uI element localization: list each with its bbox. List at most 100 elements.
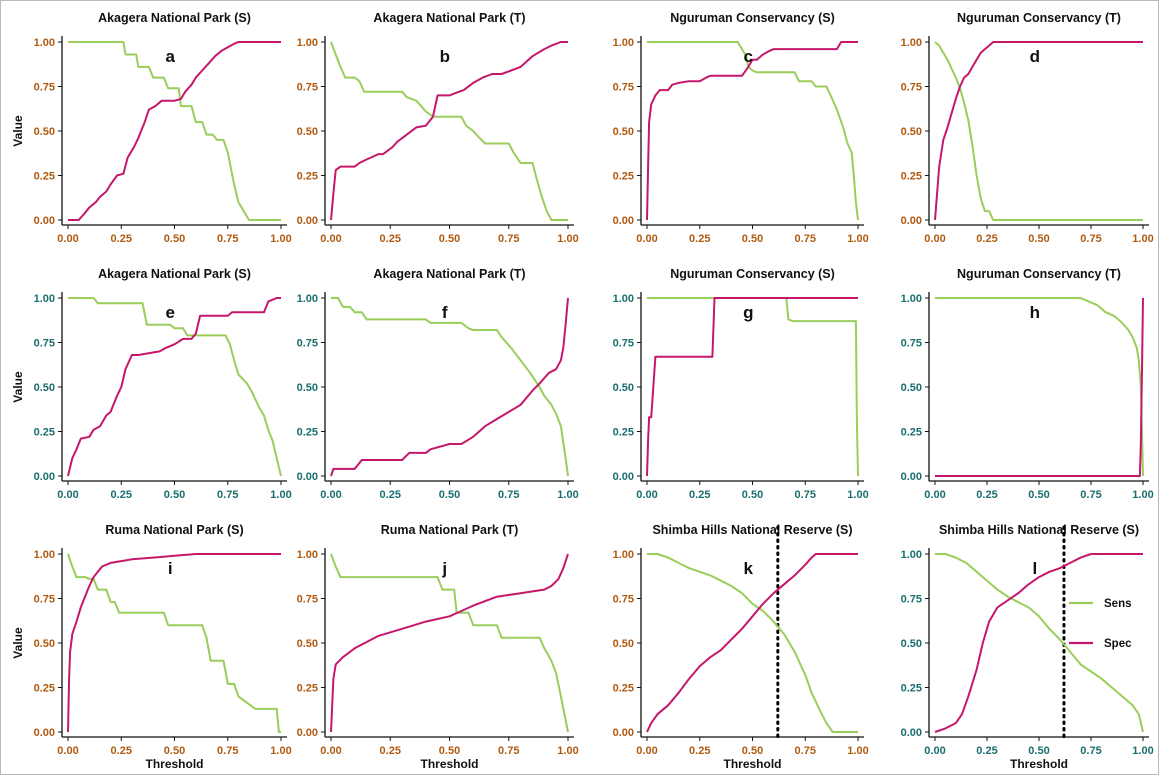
y-tick-label: 0.00 [34, 471, 55, 483]
panel-letter: j [441, 559, 447, 578]
x-tick-label: 1.00 [557, 233, 578, 245]
x-tick-label: 0.75 [498, 233, 519, 245]
series-sens-line [67, 553, 281, 733]
x-tick-label: 0.00 [320, 233, 341, 245]
x-tick-label: 0.25 [380, 489, 401, 501]
y-tick-label: 0.50 [613, 126, 634, 138]
x-tick-label: 0.75 [1080, 745, 1101, 757]
series-spec-line [646, 41, 858, 221]
x-tick-label: 1.00 [847, 745, 868, 757]
series-spec-line [646, 553, 858, 733]
y-tick-label: 0.50 [34, 126, 55, 138]
y-tick-label: 0.75 [34, 82, 55, 94]
panel-title: Nguruman Conservancy (S) [670, 11, 835, 25]
y-tick-label: 1.00 [613, 37, 634, 49]
y-tick-label: 0.50 [297, 382, 318, 394]
y-tick-label: 0.00 [34, 727, 55, 739]
y-tick-label: 0.50 [901, 126, 922, 138]
x-tick-label: 0.75 [795, 489, 816, 501]
panel-letter: i [168, 559, 173, 578]
y-tick-label: 0.50 [613, 382, 634, 394]
panel-letter: c [744, 47, 753, 66]
panel-letter: l [1032, 559, 1037, 578]
x-tick-label: 1.00 [847, 489, 868, 501]
x-tick-label: 0.25 [380, 745, 401, 757]
y-tick-label: 0.00 [613, 471, 634, 483]
y-tick-label: 1.00 [901, 549, 922, 561]
x-tick-label: 0.50 [164, 745, 185, 757]
panel-letter: d [1030, 47, 1040, 66]
y-tick-label: 0.50 [34, 638, 55, 650]
series-spec-line [330, 41, 568, 221]
y-tick-label: 0.00 [613, 215, 634, 227]
x-tick-label: 0.00 [924, 233, 945, 245]
panel-b: Akagera National Park (T) 0.00 0.25 0.50 0.7… [297, 11, 579, 245]
x-tick-label: 0.75 [217, 745, 238, 757]
x-tick-label: 0.50 [439, 745, 460, 757]
x-tick-label: 0.75 [498, 489, 519, 501]
x-tick-label: 0.50 [164, 233, 185, 245]
y-tick-label: 0.75 [297, 594, 318, 606]
x-tick-label: 0.75 [795, 745, 816, 757]
y-tick-label: 1.00 [613, 549, 634, 561]
y-tick-label: 0.25 [613, 427, 634, 439]
y-tick-label: 0.50 [297, 126, 318, 138]
y-tick-label: 0.00 [297, 727, 318, 739]
y-tick-label: 0.25 [297, 171, 318, 183]
panel-title: Akagera National Park (T) [373, 11, 525, 25]
x-axis-label: Threshold [723, 757, 781, 771]
panel-title: Nguruman Conservancy (T) [957, 11, 1121, 25]
y-tick-label: 0.25 [34, 683, 55, 695]
panel-letter: e [166, 303, 175, 322]
y-tick-label: 1.00 [34, 37, 55, 49]
x-tick-label: 1.00 [270, 489, 291, 501]
series-sens-line [934, 41, 1143, 221]
x-tick-label: 0.50 [439, 489, 460, 501]
series-sens-line [330, 553, 569, 733]
x-tick-label: 0.75 [217, 489, 238, 501]
y-tick-label: 0.75 [901, 594, 922, 606]
series-spec-line [330, 297, 569, 477]
x-tick-label: 0.50 [439, 233, 460, 245]
panel-letter: a [166, 47, 176, 66]
series-sens-line [331, 297, 569, 477]
x-tick-label: 0.75 [1080, 233, 1101, 245]
y-tick-label: 0.50 [34, 382, 55, 394]
x-tick-label: 0.25 [976, 233, 997, 245]
panel-letter: b [440, 47, 450, 66]
y-tick-label: 1.00 [297, 549, 318, 561]
y-tick-label: 0.25 [34, 171, 55, 183]
y-tick-label: 0.50 [613, 638, 634, 650]
y-tick-label: 0.25 [901, 683, 922, 695]
y-tick-label: 0.00 [34, 215, 55, 227]
series-sens-line [68, 41, 281, 221]
x-tick-label: 0.50 [1028, 489, 1049, 501]
y-tick-label: 0.75 [901, 82, 922, 94]
panel-title: Shimba Hills National Reserve (S) [939, 523, 1139, 537]
panel-d: Nguruman Conservancy (T) 0.00 0.25 0.50 0.75… [901, 11, 1154, 245]
x-tick-label: 0.00 [57, 489, 78, 501]
y-tick-label: 1.00 [901, 37, 922, 49]
panel-title: Akagera National Park (S) [98, 11, 251, 25]
x-tick-label: 0.50 [742, 489, 763, 501]
panel-i: Ruma National Park (S) 0.00 0.25 0.50 0.75 1.… [11, 523, 292, 771]
x-tick-label: 0.00 [636, 233, 657, 245]
y-tick-label: 0.75 [297, 82, 318, 94]
x-tick-label: 0.00 [320, 745, 341, 757]
x-tick-label: 0.00 [636, 489, 657, 501]
series-spec-line [934, 41, 1143, 221]
x-tick-label: 0.75 [498, 745, 519, 757]
panel-l: Shimba Hills National Reserve (S) 0.00 0.2… [901, 523, 1154, 771]
panel-letter: k [744, 559, 754, 578]
panel-title: Akagera National Park (S) [98, 267, 251, 281]
legend-label-sens: Sens [1104, 598, 1132, 610]
x-tick-label: 1.00 [1132, 233, 1153, 245]
x-tick-label: 0.25 [689, 745, 710, 757]
x-tick-label: 0.75 [217, 233, 238, 245]
y-tick-label: 0.75 [34, 594, 55, 606]
series-spec-line [68, 41, 281, 221]
panel-title: Ruma National Park (T) [381, 523, 519, 537]
panel-g: Nguruman Conservancy (S) 0.00 0.25 0.50 0.75… [613, 267, 869, 501]
x-tick-label: 0.25 [689, 233, 710, 245]
x-tick-label: 0.75 [795, 233, 816, 245]
